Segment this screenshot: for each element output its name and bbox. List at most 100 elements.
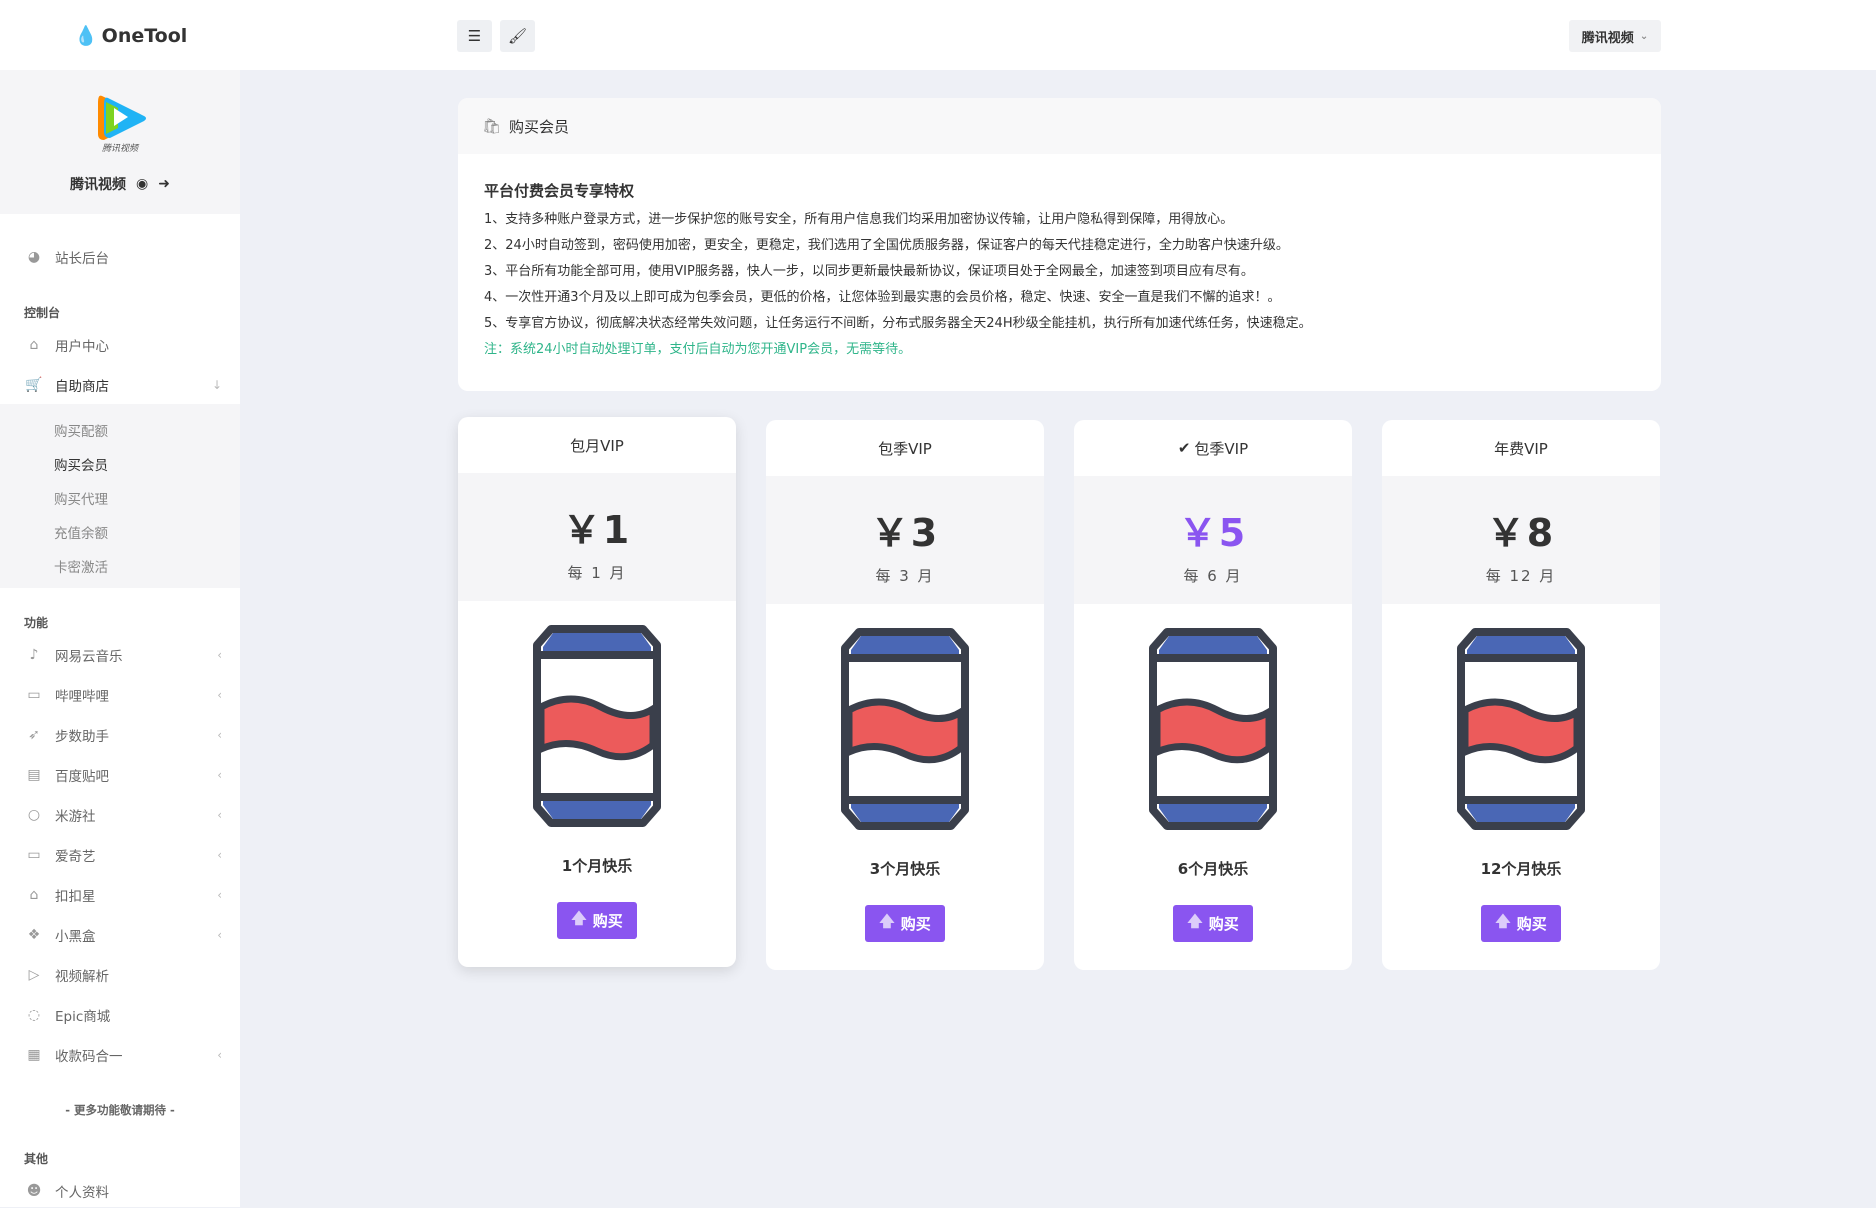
- plan-card: 包月VIP ￥1 每 1 月 1个月快乐 🡅 购买: [458, 417, 736, 967]
- submenu-recharge[interactable]: 充值余额: [54, 526, 108, 542]
- buy-button[interactable]: 🡅 购买: [1173, 905, 1253, 942]
- sidebar-item-feature[interactable]: ♪ 网易云音乐 ‹: [0, 638, 240, 672]
- sidebar-item-label: 哔哩哔哩: [55, 689, 109, 705]
- card-header-title: 购买会员: [509, 117, 570, 136]
- plan-title: 包季VIP: [1194, 439, 1249, 458]
- logout-icon[interactable]: ➜: [158, 176, 170, 192]
- sidebar-item-user-center[interactable]: ⌂ 用户中心: [0, 328, 240, 362]
- buy-button-label: 购买: [900, 915, 931, 933]
- plan-period: 每 12 月: [1485, 567, 1557, 585]
- brush-icon: 🖌: [507, 27, 528, 45]
- plan-name: 3个月快乐: [869, 860, 941, 878]
- gamepad-icon: ◌: [27, 1007, 41, 1023]
- buy-button[interactable]: 🡅 购买: [865, 905, 945, 942]
- user-icon: ☻: [26, 1183, 42, 1199]
- soda-can-illustration: [1457, 628, 1585, 830]
- cart-icon: 🛒: [25, 377, 43, 393]
- sidebar-item-label: 爱奇艺: [55, 849, 96, 865]
- rocket-icon: ➶: [28, 727, 40, 743]
- submenu-buy-quota[interactable]: 购买配额: [54, 424, 108, 440]
- check-icon: ✔: [1177, 439, 1191, 457]
- sidebar-item-shop[interactable]: 🛒 自助商店 ↓: [0, 368, 240, 402]
- video-camera-icon: ▭: [27, 687, 41, 703]
- plan-name: 1个月快乐: [561, 857, 633, 875]
- graduation-cap-icon: ⌂: [29, 887, 39, 903]
- section-other: 其他: [24, 1152, 49, 1166]
- dashboard-icon: ◕: [27, 249, 41, 265]
- buy-button[interactable]: 🡅 购买: [557, 902, 637, 939]
- privilege-line: 2、24小时自动签到，密码使用加密，更安全，更稳定，我们选用了全国优质服务器，保…: [484, 238, 1289, 253]
- plan-name: 6个月快乐: [1177, 860, 1249, 878]
- sidebar-item-feature[interactable]: ▭ 爱奇艺 ‹: [0, 838, 240, 872]
- membership-notice-card: 🛍 购买会员 平台付费会员专享特权 1、支持多种账户登录方式，进一步保护您的账号安…: [458, 98, 1661, 391]
- sidebar-item-label: 步数助手: [55, 729, 109, 745]
- chevron-left-icon: ‹: [217, 928, 222, 942]
- submenu-card-activate[interactable]: 卡密激活: [54, 560, 108, 576]
- sidebar-item-feature[interactable]: ⌂ 扣扣星 ‹: [0, 878, 240, 912]
- flame-icon[interactable]: ◉: [136, 176, 149, 192]
- sidebar-item-admin[interactable]: ◕ 站长后台: [0, 240, 240, 274]
- more-coming-soon: - 更多功能敬请期待 -: [65, 1103, 175, 1117]
- sidebar-item-feature[interactable]: ➶ 步数助手 ‹: [0, 718, 240, 752]
- sidebar-item-label: 小黑盒: [55, 929, 96, 945]
- soda-can-illustration: [533, 625, 661, 827]
- svg-text:腾讯视频: 腾讯视频: [102, 143, 140, 154]
- menu-toggle-button[interactable]: ☰: [457, 20, 492, 52]
- sidebar-item-feature[interactable]: ○ 米游社 ‹: [0, 798, 240, 832]
- plan-title: 年费VIP: [1494, 439, 1548, 458]
- site-select-value: 腾讯视频: [1581, 30, 1634, 46]
- soda-can-illustration: [841, 628, 969, 830]
- sidebar-item-label: 收款码合一: [55, 1049, 123, 1065]
- sidebar-item-label: 米游社: [55, 809, 96, 825]
- profile-name: 腾讯视频: [70, 177, 127, 193]
- submenu-buy-membership[interactable]: 购买会员: [54, 458, 108, 474]
- buy-button[interactable]: 🡅 购买: [1481, 905, 1561, 942]
- sidebar-item-feature[interactable]: ▦ 收款码合一 ‹: [0, 1038, 240, 1072]
- book-icon: ▤: [27, 767, 41, 783]
- chevron-left-icon: ‹: [217, 848, 222, 862]
- lightbulb-icon: ○: [27, 807, 41, 823]
- plan-title: 包季VIP: [878, 439, 932, 458]
- privilege-line: 1、支持多种账户登录方式，进一步保护您的账号安全，所有用户信息我们均采用加密协议…: [484, 212, 1234, 227]
- sidebar-item-label: 视频解析: [55, 969, 109, 985]
- chevron-left-icon: ‹: [217, 808, 222, 822]
- play-icon: ▷: [28, 967, 40, 983]
- sidebar-item-feature[interactable]: ▭ 哔哩哔哩 ‹: [0, 678, 240, 712]
- sidebar-item-feature[interactable]: ◌ Epic商城: [0, 998, 240, 1032]
- brand-name: OneTool: [101, 24, 188, 47]
- qrcode-icon: ▦: [27, 1047, 41, 1063]
- arrow-up-icon: 🡅: [1187, 912, 1203, 930]
- plan-price: ￥1: [562, 508, 632, 552]
- plan-price: ￥8: [1486, 511, 1556, 555]
- privilege-line: 5、专享官方协议，彻底解决状态经常失效问题，让任务运行不间断，分布式服务器全天2…: [484, 316, 1312, 331]
- sidebar-item-profile[interactable]: ☻ 个人资料: [0, 1174, 240, 1208]
- profile-panel: 腾讯视频 腾讯视频 ◉ ➜: [0, 70, 240, 214]
- privilege-line: 3、平台所有功能全部可用，使用VIP服务器，快人一步，以同步更新最快最新协议，保…: [484, 264, 1254, 279]
- arrow-up-icon: 🡅: [1495, 912, 1511, 930]
- plan-price: ￥3: [870, 511, 940, 555]
- dropbox-icon: ❖: [27, 927, 41, 943]
- plan-name: 12个月快乐: [1480, 860, 1562, 878]
- brand-logo[interactable]: 💧 OneTool: [74, 24, 188, 48]
- theme-button[interactable]: 🖌: [500, 20, 535, 52]
- sidebar-item-label: 网易云音乐: [55, 649, 123, 665]
- site-select-dropdown[interactable]: 腾讯视频 ⌄: [1569, 20, 1661, 52]
- sidebar-item-feature[interactable]: ❖ 小黑盒 ‹: [0, 918, 240, 952]
- chevron-left-icon: ‹: [217, 688, 222, 702]
- home-icon: ⌂: [29, 337, 39, 353]
- monitor-icon: ▭: [27, 847, 41, 863]
- privileges-title: 平台付费会员专享特权: [484, 182, 635, 200]
- buy-button-label: 购买: [1208, 915, 1239, 933]
- sidebar-item-label: 扣扣星: [55, 889, 96, 905]
- submenu-buy-agent[interactable]: 购买代理: [54, 492, 108, 508]
- music-note-icon: ♪: [29, 647, 39, 663]
- privilege-line: 4、一次性开通3个月及以上即可成为包季会员，更低的价格，让您体验到最实惠的会员价…: [484, 290, 1281, 305]
- sidebar-item-feature[interactable]: ▤ 百度贴吧 ‹: [0, 758, 240, 792]
- buy-button-label: 购买: [1516, 915, 1547, 933]
- plan-card: 年费VIP ￥8 每 12 月 12个月快乐 🡅 购买: [1382, 420, 1660, 970]
- chevron-down-icon: ⌄: [1639, 30, 1649, 42]
- sidebar-item-label: 个人资料: [55, 1185, 109, 1201]
- plan-period: 每 6 月: [1183, 567, 1243, 585]
- sidebar-item-feature[interactable]: ▷ 视频解析: [0, 958, 240, 992]
- chevron-double-down-icon: ↓: [211, 378, 222, 392]
